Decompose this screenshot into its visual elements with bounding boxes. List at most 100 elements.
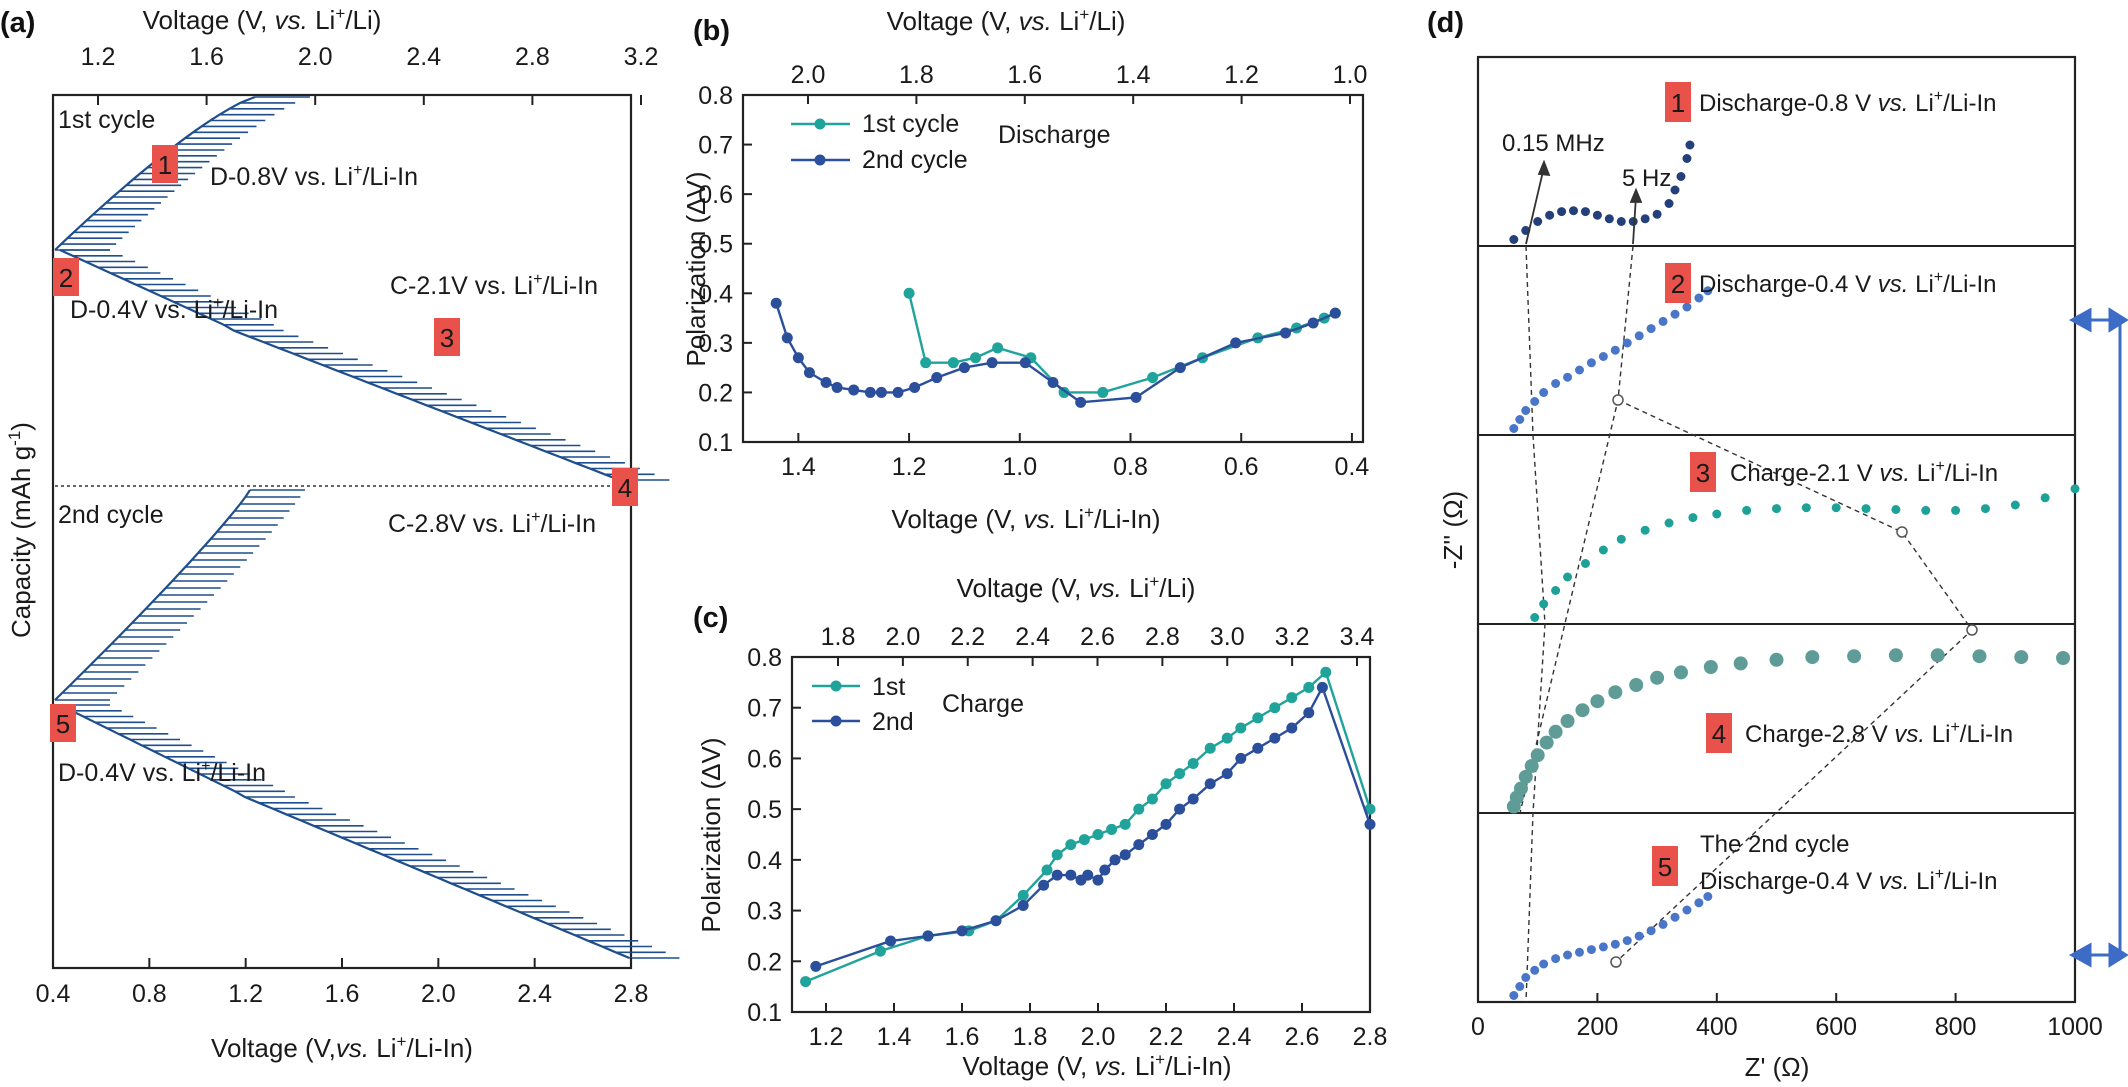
d-x-tick-label: 1000	[2047, 1013, 2103, 1041]
eis-point	[1847, 649, 1862, 664]
data-point	[1235, 752, 1247, 764]
a-bottom-tick-label: 2.4	[517, 980, 552, 1008]
eis-point	[1694, 898, 1704, 908]
x-tick-label: 0.6	[1224, 453, 1259, 481]
eis-point	[2070, 484, 2080, 494]
svg-text:4: 4	[1712, 719, 1726, 749]
annotation-4: C-2.8V vs. Li+/Li-In	[388, 509, 596, 538]
eis-point	[1551, 954, 1561, 964]
y-tick-label: 0.1	[747, 999, 782, 1027]
eis-point	[1640, 214, 1650, 224]
data-point	[1078, 834, 1090, 846]
svg-text:1: 1	[1671, 88, 1685, 118]
eis-point	[1772, 504, 1781, 514]
data-point	[1119, 849, 1131, 861]
d-x-tick-label: 800	[1935, 1013, 1977, 1041]
data-point	[1160, 818, 1172, 830]
eis-point	[1622, 338, 1632, 348]
svg-text:Charge-2.1 V vs. Li+/Li-In: Charge-2.1 V vs. Li+/Li-In	[1730, 458, 1998, 487]
data-point	[956, 925, 968, 937]
eis-point	[1670, 185, 1680, 195]
eis-point	[1930, 648, 1945, 663]
svg-text:Charge-2.8 V vs. Li+/Li-In: Charge-2.8 V vs. Li+/Li-In	[1745, 719, 2013, 748]
data-point	[1364, 803, 1376, 815]
data-point	[875, 386, 887, 398]
eis-point	[1891, 505, 1901, 514]
eis-point	[1530, 397, 1540, 406]
data-point	[1147, 372, 1159, 384]
panel-c-y-axis-label: Polarization (ΔV)	[696, 737, 726, 932]
eis-point	[1703, 892, 1713, 901]
eis-point	[1521, 973, 1531, 982]
x-tick-label: 1.6	[945, 1023, 980, 1051]
panel-b-title: Discharge	[998, 121, 1111, 149]
y-tick-label: 0.5	[747, 796, 782, 824]
data-point	[1316, 681, 1328, 693]
eis-point	[1972, 649, 1987, 664]
eis-point	[1646, 926, 1656, 936]
x2-tick-label: 3.4	[1340, 623, 1375, 651]
eis-point	[1569, 206, 1579, 216]
a-relaxation-steps	[55, 489, 305, 701]
data-point	[800, 976, 812, 988]
cycle2-label: 2nd cycle	[58, 501, 164, 529]
eis-point	[1509, 991, 1519, 1000]
eis-point	[1580, 207, 1590, 217]
panel-c-frame	[790, 655, 1372, 1014]
eis-point	[2056, 651, 2071, 665]
data-point	[1269, 732, 1281, 744]
legend-c-2: 2nd	[872, 708, 914, 736]
eis-point	[1533, 217, 1543, 226]
y-tick-label: 0.3	[747, 898, 782, 926]
data-point	[803, 367, 815, 379]
panel-c-legend: 1st 2nd	[812, 673, 914, 736]
panel-d-series	[1506, 140, 2080, 1000]
y-tick-label: 0.4	[747, 847, 782, 875]
data-point	[1119, 818, 1131, 830]
data-point	[831, 381, 843, 393]
x2-tick-label: 1.8	[821, 623, 856, 651]
a-bottom-tick-label: 1.2	[228, 980, 263, 1008]
eis-point	[1980, 504, 1990, 514]
eis-point	[1586, 945, 1596, 955]
panel-d-frame	[1476, 55, 2077, 1004]
eis-point	[1509, 235, 1519, 244]
y-tick-label: 0.5	[698, 231, 733, 259]
eis-point	[1530, 748, 1545, 763]
data-point	[1303, 681, 1315, 693]
x2-tick-label: 2.0	[885, 623, 920, 651]
data-point	[1041, 864, 1053, 876]
eis-point	[1682, 302, 1692, 312]
panel-a-bottom-axis-label: Voltage (V,vs. Li+/Li-In)	[211, 1032, 473, 1063]
eis-point	[1598, 545, 1608, 555]
eis-point	[1563, 950, 1573, 960]
panel-b: (b) 1.4 1.2 1.0 0.8 0.6 0.4 0.1 0.2 0.3 0.4 0.5 0.6…	[681, 5, 1369, 534]
x2-tick-label: 1.8	[899, 61, 934, 89]
eis-point	[1539, 599, 1549, 609]
x-tick-label: 1.8	[1013, 1023, 1048, 1051]
data-point	[1133, 803, 1145, 815]
svg-text:2: 2	[59, 263, 73, 293]
panel-a-top-ticks: 1.2 1.6 2.0 2.4 2.8 3.2	[81, 43, 658, 105]
data-point	[1082, 869, 1094, 881]
eis-point	[1664, 518, 1674, 528]
eis-point	[1646, 324, 1656, 334]
data-point	[1364, 818, 1376, 830]
eis-point	[1733, 656, 1748, 671]
eis-point	[1586, 358, 1596, 368]
double-arrow-bracket	[2068, 307, 2128, 968]
cycle1-label: 1st cycle	[58, 106, 155, 134]
annotation-5: D-0.4V vs. Li+/Li-In	[58, 758, 266, 787]
marker-2: 2	[53, 258, 79, 296]
eis-point	[1524, 759, 1539, 773]
data-point	[1230, 337, 1242, 349]
eis-point	[1951, 505, 1961, 515]
eis-point	[1574, 947, 1584, 957]
eis-point	[1616, 534, 1626, 544]
y-tick-label: 0.3	[698, 330, 733, 358]
data-point	[892, 386, 904, 398]
svg-text:3: 3	[1696, 458, 1710, 488]
eis-point	[1634, 931, 1644, 941]
svg-text:5: 5	[1658, 852, 1672, 882]
a-bottom-tick-label: 2.8	[614, 980, 649, 1008]
